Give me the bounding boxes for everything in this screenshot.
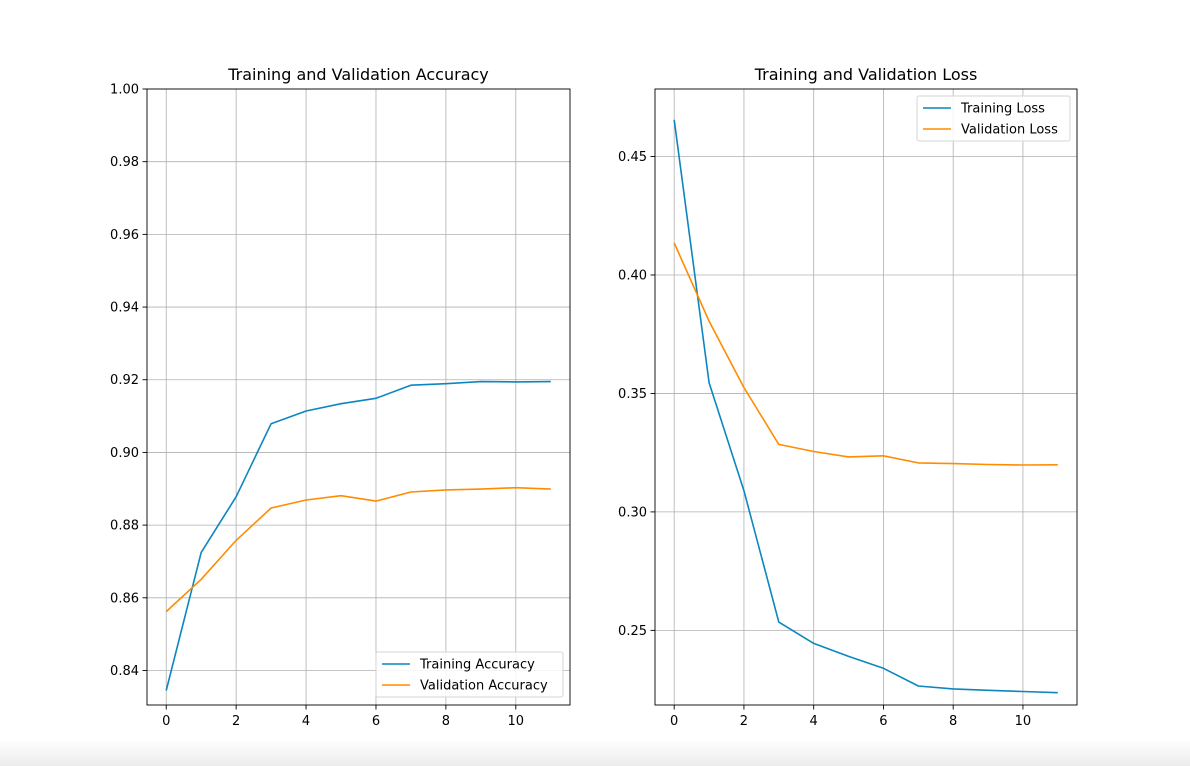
y-tick-label: 0.90 (110, 446, 139, 461)
loss-chart: Training and Validation Loss 0 2 4 6 8 10 0.25… (618, 65, 1078, 729)
series-line-1 (165, 486, 551, 613)
series-line-0 (673, 119, 1058, 694)
x-tick-label: 6 (372, 714, 380, 729)
accuracy-chart: Training and Validation Accuracy 0 2 4 6 8 10… (110, 65, 571, 729)
y-tick-label: 0.86 (110, 591, 139, 606)
legend: Training Loss Validation Loss (916, 95, 1071, 142)
bottom-fade (0, 740, 1190, 766)
x-tick-label: 10 (1015, 714, 1032, 729)
plot-frame (654, 88, 1078, 706)
y-tick-label: 0.45 (618, 150, 647, 165)
y-tick-label: 0.84 (110, 664, 139, 679)
loss-chart-title: Training and Validation Loss (754, 65, 978, 84)
x-tick-label: 0 (162, 714, 170, 729)
legend-entry: Validation Loss (961, 123, 1058, 138)
series-line-1 (673, 242, 1058, 466)
y-tick-label: 0.98 (110, 155, 139, 170)
series-line-0 (165, 380, 551, 691)
x-tick-label: 8 (442, 714, 450, 729)
legend: Training Accuracy Validation Accuracy (375, 651, 564, 698)
y-tick-label: 0.96 (110, 228, 139, 243)
y-tick-label: 0.35 (618, 387, 647, 402)
x-tick-label: 4 (302, 714, 310, 729)
x-tick-label: 0 (670, 714, 678, 729)
x-tick-label: 10 (508, 714, 525, 729)
accuracy-chart-title: Training and Validation Accuracy (227, 65, 489, 84)
legend-entry: Training Accuracy (419, 658, 535, 673)
x-tick-label: 6 (879, 714, 887, 729)
legend-box (375, 651, 564, 698)
y-tick-label: 0.88 (110, 519, 139, 534)
legend-entry: Validation Accuracy (420, 679, 548, 694)
y-tick-label: 0.30 (618, 505, 647, 520)
legend-entry: Training Loss (960, 102, 1045, 117)
legend-box (916, 95, 1071, 142)
x-tick-label: 2 (232, 714, 240, 729)
y-tick-label: 0.94 (110, 301, 139, 316)
x-tick-label: 2 (740, 714, 748, 729)
x-tick-label: 4 (810, 714, 818, 729)
plot-frame (146, 88, 571, 706)
y-tick-label: 0.40 (618, 268, 647, 283)
y-tick-label: 0.92 (110, 373, 139, 388)
y-tick-label: 1.00 (110, 83, 139, 98)
y-tick-label: 0.25 (618, 624, 647, 639)
x-tick-label: 8 (949, 714, 957, 729)
